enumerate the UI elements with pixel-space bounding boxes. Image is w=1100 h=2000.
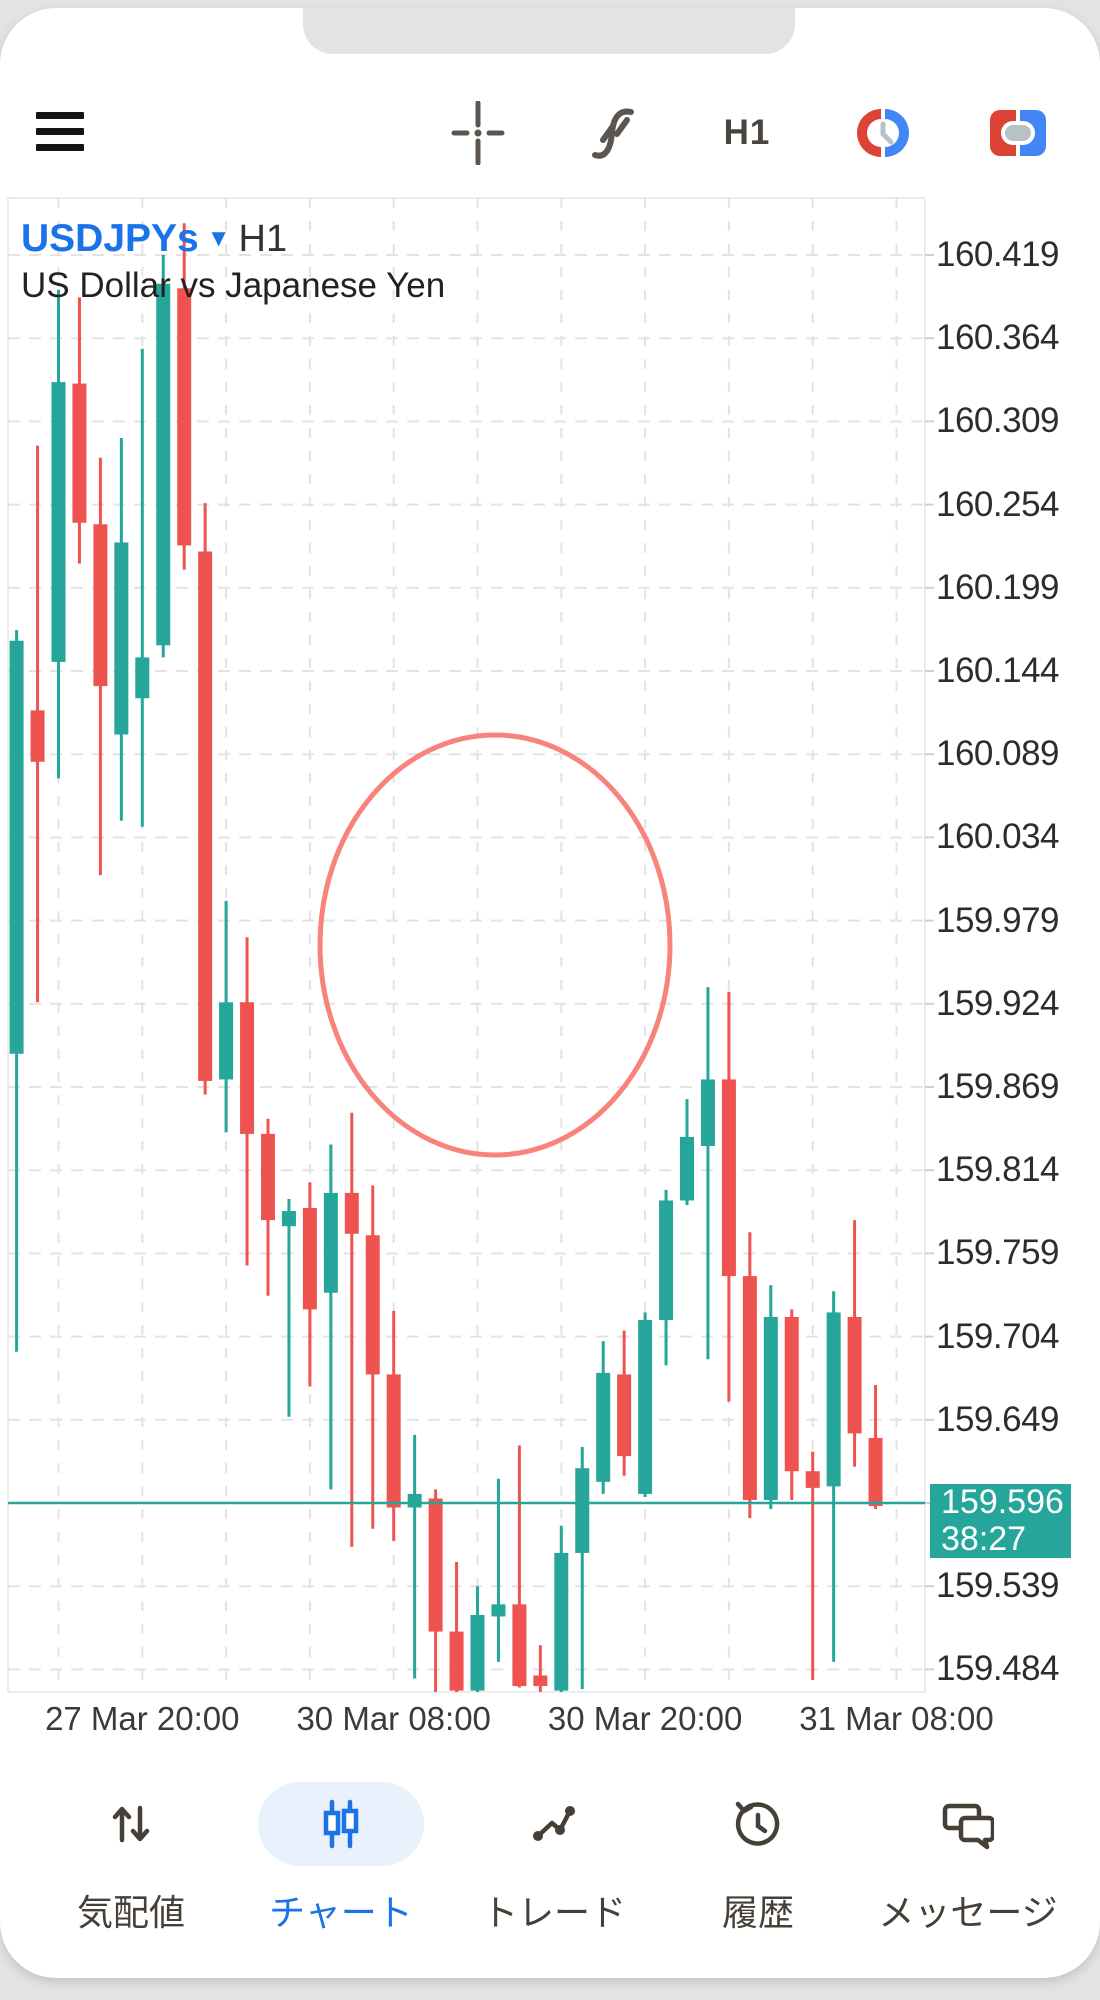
candle-body bbox=[805, 1471, 820, 1488]
candle-body bbox=[240, 1002, 255, 1134]
symbol-dropdown-icon[interactable]: ▼ bbox=[206, 225, 231, 252]
candle-body bbox=[554, 1552, 569, 1691]
candle-body bbox=[177, 288, 192, 546]
candle-body bbox=[680, 1136, 694, 1201]
history-clock-icon bbox=[732, 1798, 784, 1850]
price-axis-label: 159.924 bbox=[936, 983, 1060, 1023]
price-axis-label: 160.034 bbox=[936, 817, 1060, 857]
chart-timeframe: H1 bbox=[238, 217, 288, 260]
price-axis-label: 159.539 bbox=[936, 1566, 1060, 1606]
candle-body bbox=[847, 1316, 862, 1434]
nav-label: 履歴 bbox=[721, 1892, 794, 1933]
nav-label: チャート bbox=[269, 1892, 413, 1933]
price-axis-label: 160.199 bbox=[936, 567, 1060, 607]
menu-icon[interactable] bbox=[36, 112, 84, 152]
price-axis-label: 159.979 bbox=[936, 900, 1060, 940]
candle-body bbox=[407, 1493, 422, 1508]
candle-body bbox=[784, 1316, 799, 1472]
candle-body bbox=[512, 1604, 527, 1687]
candle-body bbox=[365, 1235, 380, 1375]
nav-label: メッセージ bbox=[878, 1892, 1058, 1933]
candle-body bbox=[302, 1208, 317, 1310]
symbol-name[interactable]: USDJPYs bbox=[21, 217, 199, 260]
bottom-navigation: 気配値 チャート bbox=[0, 1770, 1100, 1960]
price-axis-label: 159.759 bbox=[936, 1233, 1060, 1273]
price-axis-label: 159.814 bbox=[936, 1150, 1060, 1190]
annotation-ellipse bbox=[317, 732, 673, 1158]
one-click-trading-icon[interactable] bbox=[983, 98, 1053, 168]
top-toolbar: H1 bbox=[0, 90, 1100, 180]
candle-body bbox=[491, 1604, 506, 1617]
candle-body bbox=[575, 1468, 590, 1553]
nav-label: トレード bbox=[481, 1892, 626, 1933]
candle-body bbox=[344, 1192, 359, 1234]
price-axis-label: 160.309 bbox=[936, 401, 1060, 441]
candle-body bbox=[156, 283, 171, 646]
current-price-value: 159.596 bbox=[941, 1483, 1064, 1521]
phone-notch bbox=[303, 8, 795, 54]
candlestick-chart-icon bbox=[315, 1798, 367, 1850]
time-axis-label: 30 Mar 08:00 bbox=[296, 1700, 491, 1737]
price-axis-label: 160.254 bbox=[936, 484, 1060, 524]
candle-body bbox=[428, 1498, 443, 1632]
candle-body bbox=[470, 1614, 485, 1691]
candle-countdown: 38:27 bbox=[941, 1520, 1027, 1558]
candle-body bbox=[323, 1192, 338, 1293]
candle-body bbox=[198, 551, 213, 1081]
active-nav-pill bbox=[258, 1782, 424, 1866]
timeframe-button[interactable]: H1 bbox=[704, 98, 790, 168]
current-price-badge: 159.596 38:27 bbox=[930, 1484, 1071, 1558]
indicators-icon[interactable] bbox=[577, 98, 647, 168]
price-axis-label: 160.144 bbox=[936, 651, 1060, 690]
symbol-description: US Dollar vs Japanese Yen bbox=[21, 266, 446, 305]
chart-header: USDJPYs ▼ H1 US Dollar vs Japanese Yen bbox=[21, 217, 446, 306]
quotes-arrows-icon bbox=[105, 1798, 157, 1850]
candle-body bbox=[826, 1312, 841, 1487]
candle-body bbox=[219, 1002, 234, 1080]
candle-body bbox=[763, 1316, 778, 1500]
candle-body bbox=[449, 1631, 464, 1691]
candle-body bbox=[868, 1437, 883, 1507]
candle-body bbox=[638, 1319, 653, 1494]
candles-group bbox=[9, 223, 883, 1692]
trade-line-icon bbox=[528, 1798, 580, 1850]
timeframe-label: H1 bbox=[723, 113, 771, 152]
messages-bubbles-icon bbox=[942, 1798, 994, 1850]
candle-body bbox=[135, 657, 150, 699]
candle-body bbox=[533, 1675, 548, 1687]
candle-body bbox=[742, 1276, 757, 1500]
nav-label: 気配値 bbox=[76, 1892, 185, 1933]
candle-body bbox=[261, 1133, 275, 1221]
candle-body bbox=[9, 640, 24, 1054]
plot-border bbox=[7, 197, 926, 1693]
candle-body bbox=[721, 1079, 736, 1277]
price-axis-label: 159.484 bbox=[936, 1649, 1060, 1689]
price-axis-label: 159.704 bbox=[936, 1316, 1060, 1356]
crosshair-icon[interactable] bbox=[443, 98, 513, 168]
candle-body bbox=[114, 542, 129, 735]
candle-body bbox=[659, 1200, 674, 1320]
candle-body bbox=[30, 710, 45, 762]
time-axis-label: 31 Mar 08:00 bbox=[799, 1700, 994, 1737]
price-axis-label: 160.089 bbox=[936, 734, 1060, 774]
candle-body bbox=[596, 1372, 611, 1482]
candle-body bbox=[700, 1079, 715, 1146]
candle-body bbox=[617, 1374, 632, 1457]
price-axis-label: 159.649 bbox=[936, 1399, 1060, 1439]
candle-body bbox=[93, 524, 108, 687]
candle-body bbox=[72, 383, 87, 523]
time-axis-label: 27 Mar 20:00 bbox=[45, 1700, 240, 1737]
candle-body bbox=[281, 1211, 296, 1227]
price-axis-label: 160.419 bbox=[936, 235, 1060, 274]
price-axis-label: 160.364 bbox=[936, 318, 1060, 358]
candle-body bbox=[51, 382, 66, 662]
time-axis-label: 30 Mar 20:00 bbox=[547, 1700, 743, 1737]
trading-sessions-icon[interactable] bbox=[848, 98, 918, 168]
price-axis-label: 159.869 bbox=[936, 1067, 1060, 1106]
candle-body bbox=[386, 1374, 401, 1508]
